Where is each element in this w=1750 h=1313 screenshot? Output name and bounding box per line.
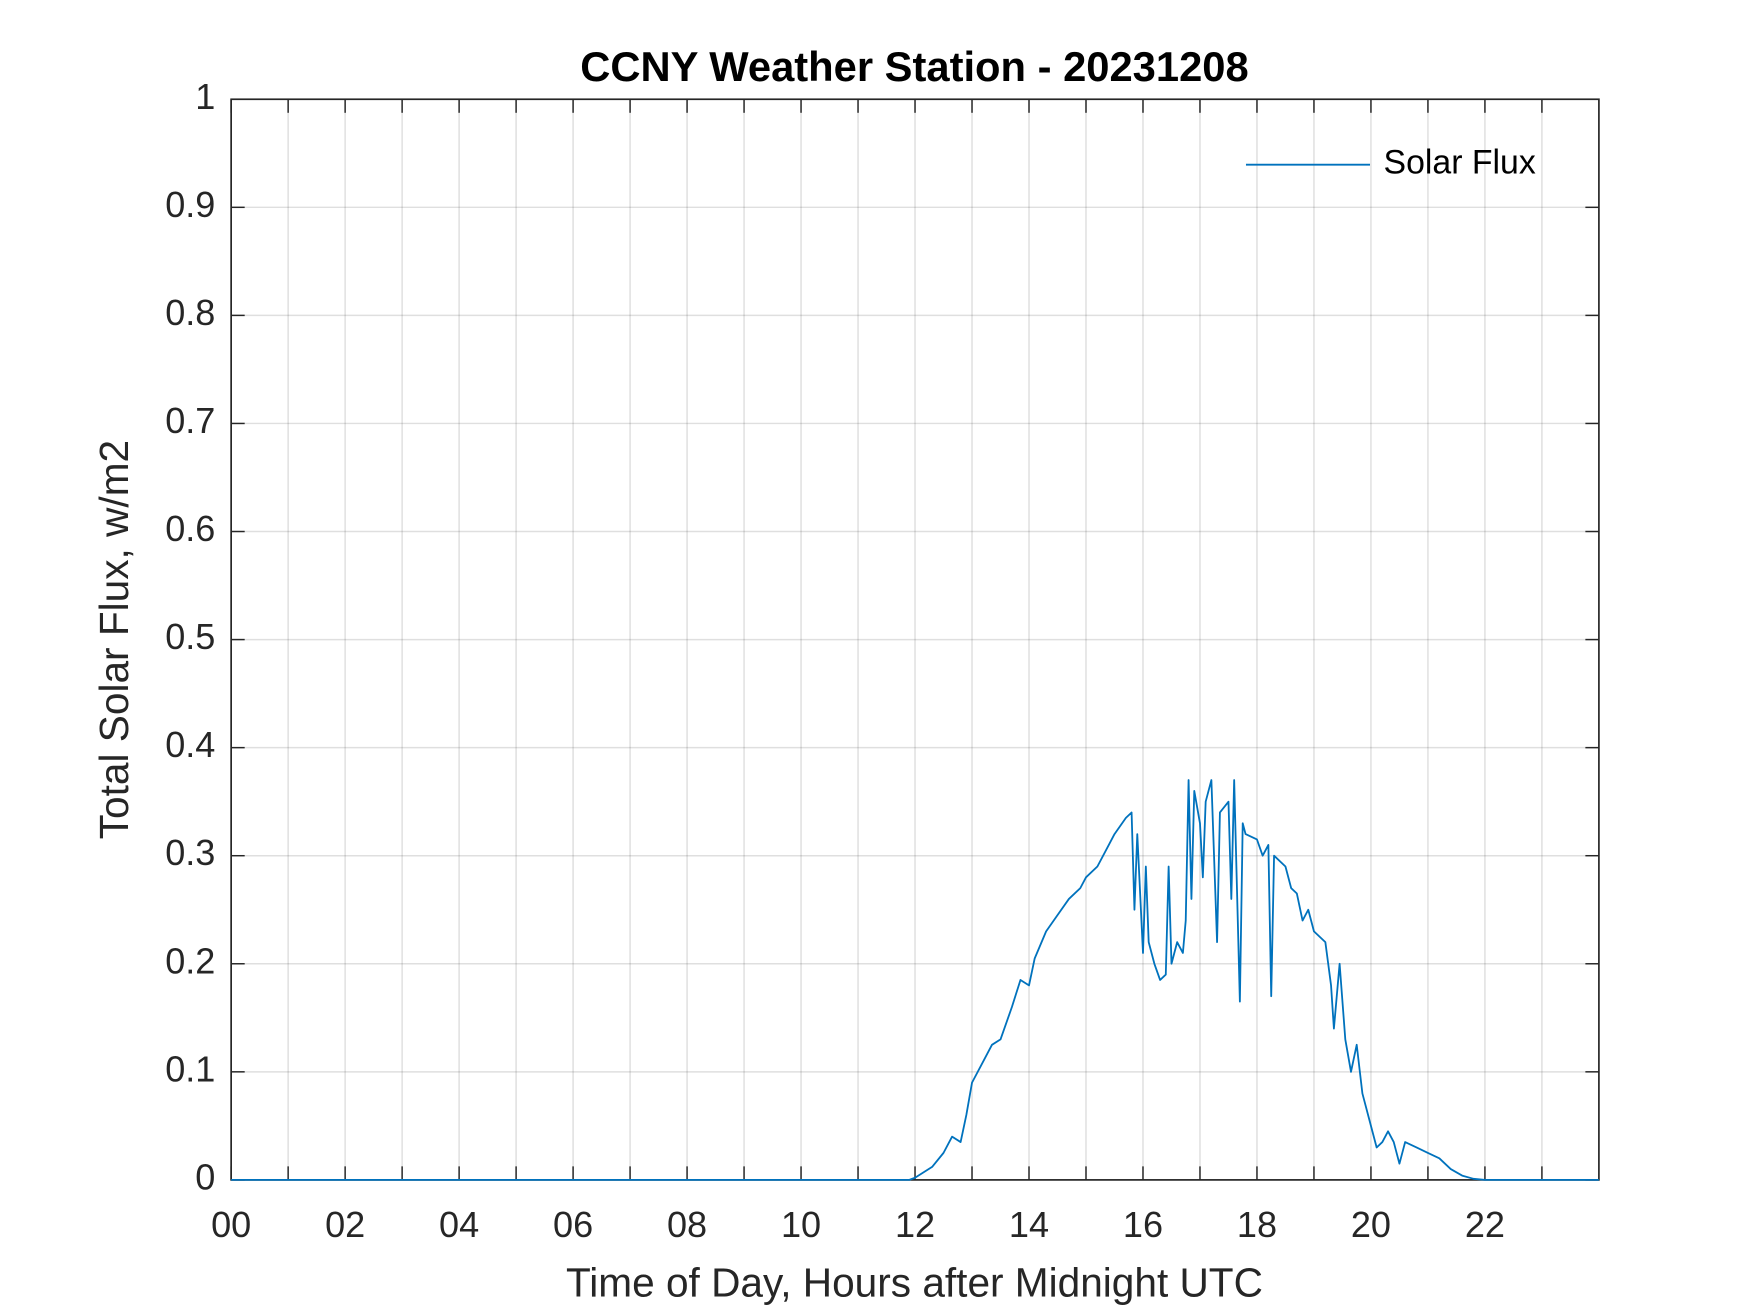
y-tick-label: 0.5: [165, 616, 215, 657]
x-tick-label: 16: [1123, 1204, 1163, 1245]
y-tick-label: 0.6: [165, 508, 215, 549]
y-tick-label: 0.8: [165, 292, 215, 333]
x-tick-label: 14: [1009, 1204, 1049, 1245]
y-tick-label: 0: [195, 1156, 215, 1197]
x-axis-label: Time of Day, Hours after Midnight UTC: [566, 1260, 1263, 1306]
y-tick-label: 0.3: [165, 832, 215, 873]
x-tick-label: 10: [781, 1204, 821, 1245]
x-tick-label: 00: [211, 1204, 251, 1245]
y-tick-label: 0.9: [165, 184, 215, 225]
x-tick-label: 06: [553, 1204, 593, 1245]
x-tick-label: 12: [895, 1204, 935, 1245]
x-tick-label: 08: [667, 1204, 707, 1245]
data-line: [231, 779, 1599, 1181]
plot-frame: [230, 98, 1600, 1181]
y-tick-label: 0.1: [165, 1048, 215, 1089]
y-axis-label: Total Solar Flux, w/m2: [91, 440, 137, 839]
x-tick-label: 02: [325, 1204, 365, 1245]
chart-title: CCNY Weather Station - 20231208: [580, 43, 1248, 90]
x-tick-label: 04: [439, 1204, 479, 1245]
y-tick-label: 1: [195, 76, 215, 117]
y-tick-label: 0.2: [165, 940, 215, 981]
x-tick-label: 20: [1351, 1204, 1391, 1245]
x-tick-label: 18: [1237, 1204, 1277, 1245]
y-tick-label: 0.4: [165, 724, 215, 765]
y-tick-label: 0.7: [165, 400, 215, 441]
legend-label: Solar Flux: [1384, 144, 1536, 182]
x-tick-label: 22: [1465, 1204, 1505, 1245]
